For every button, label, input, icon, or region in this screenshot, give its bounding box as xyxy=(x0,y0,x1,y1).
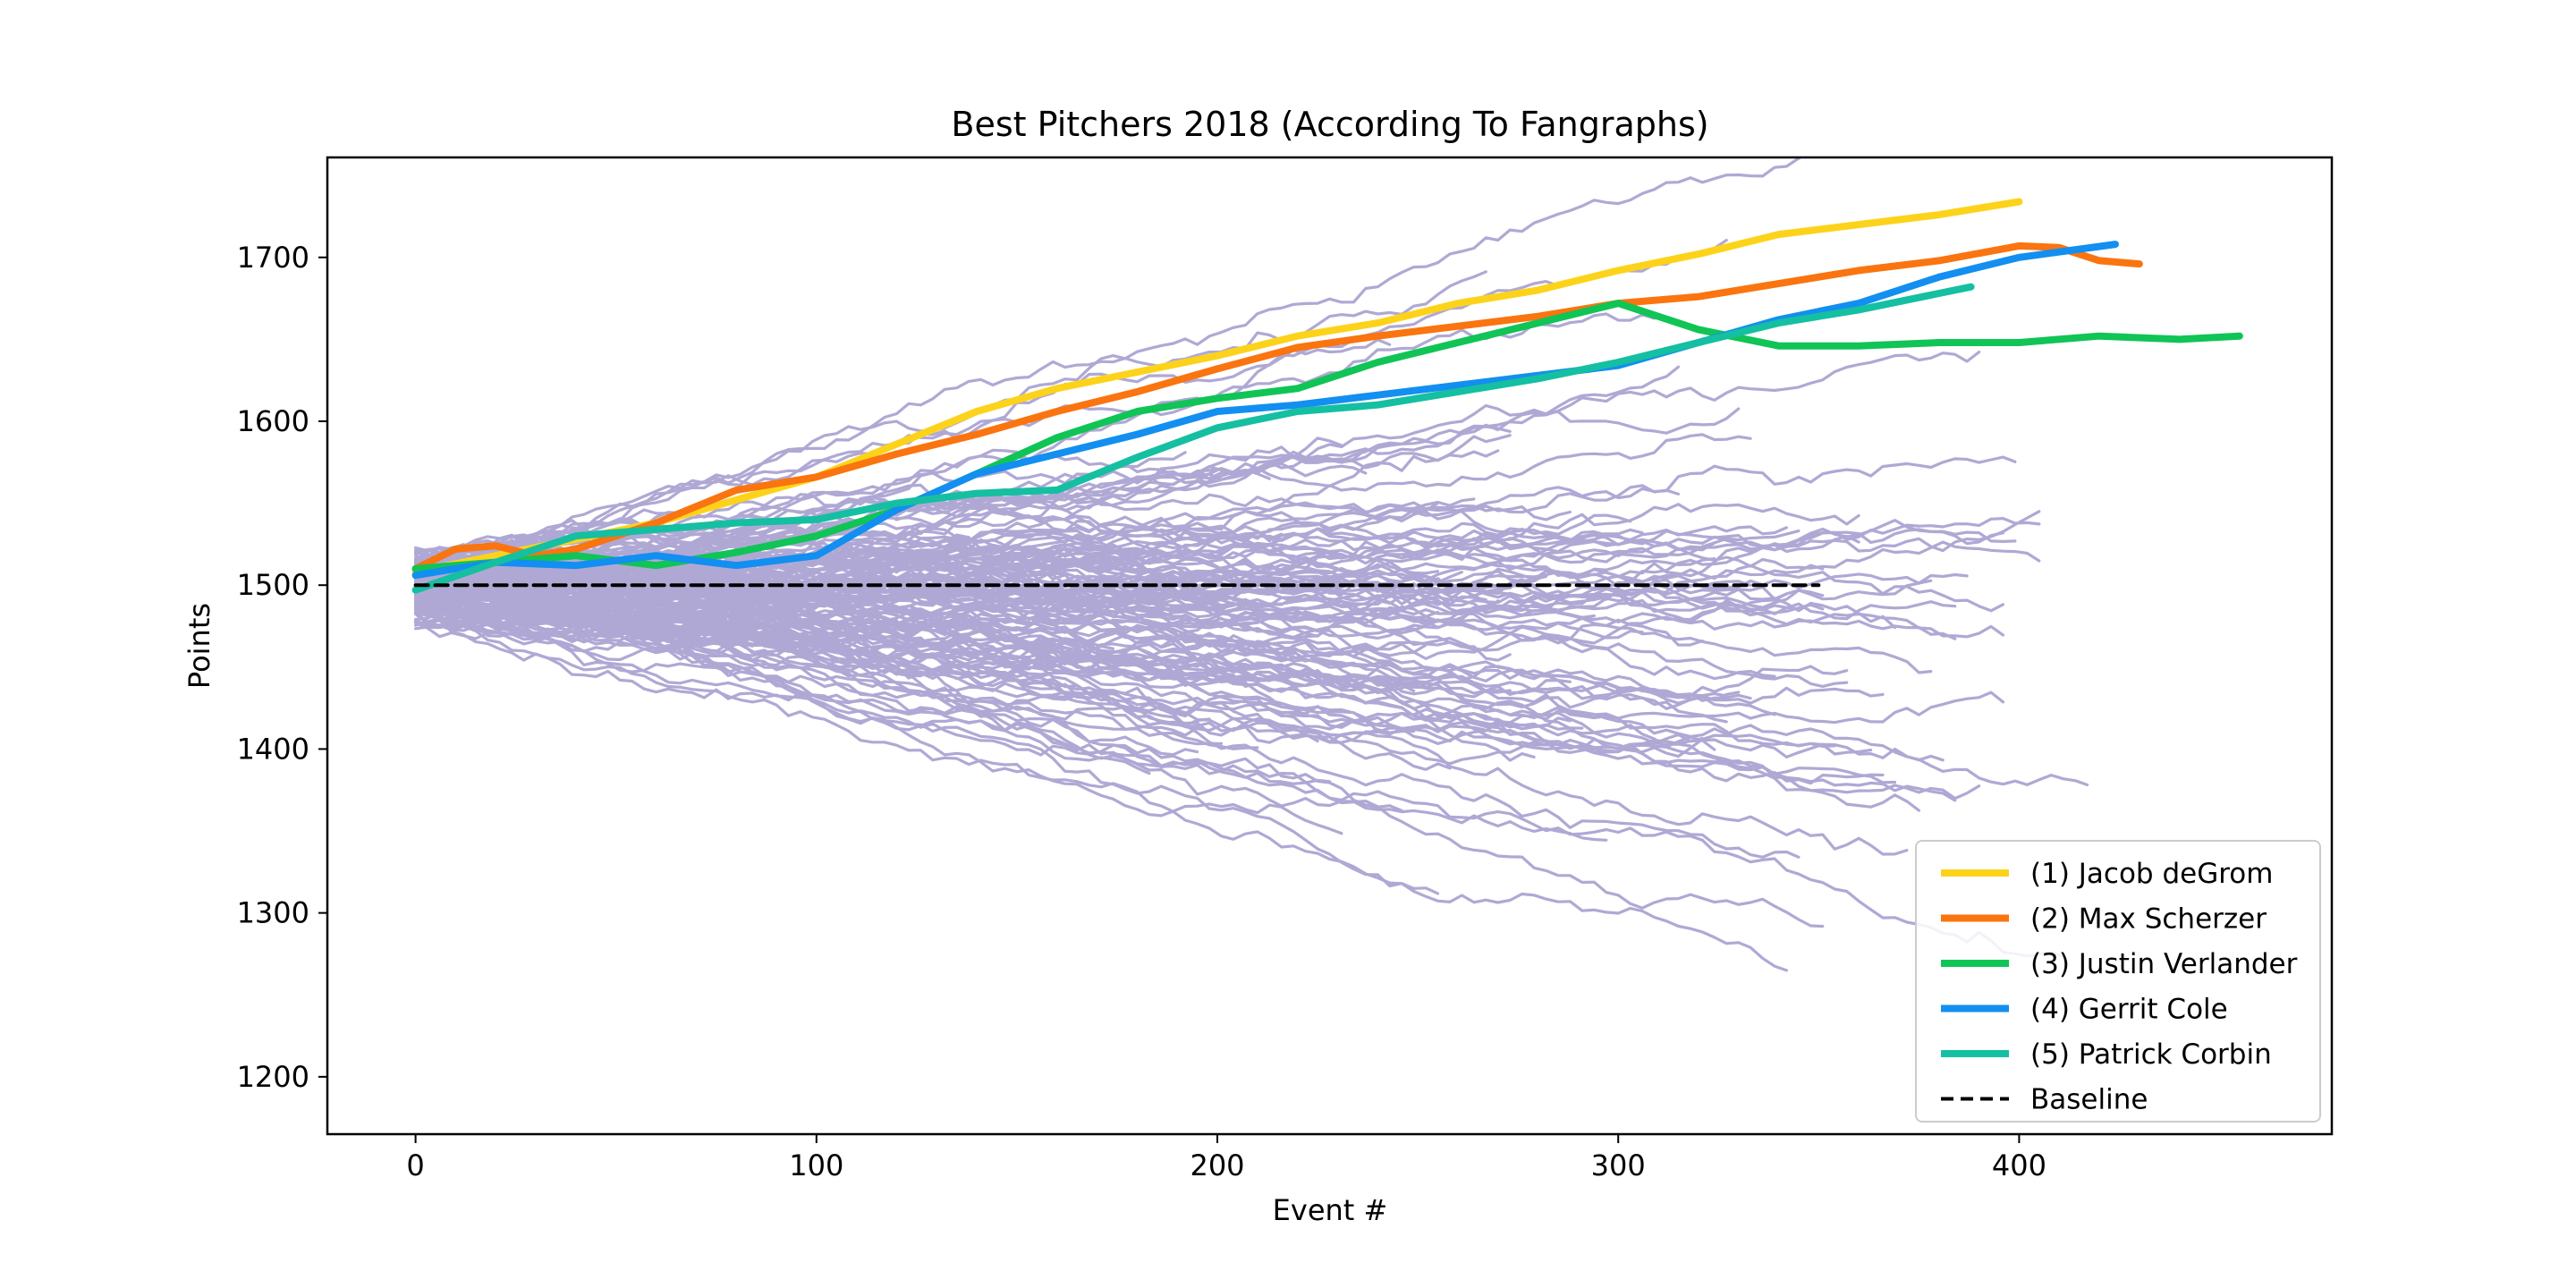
background-pitcher-line xyxy=(414,580,2065,958)
x-axis-label: Event # xyxy=(1273,1193,1388,1227)
y-tick-label: 1700 xyxy=(237,241,309,275)
background-pitcher-line xyxy=(414,587,1403,813)
legend-label: Baseline xyxy=(2030,1084,2148,1116)
background-pitcher-line xyxy=(414,617,1079,713)
background-pitcher-line xyxy=(414,528,1079,580)
background-pitcher-line xyxy=(414,592,1500,629)
background-pitcher-line xyxy=(414,607,1789,972)
y-axis: 1200 1300 1400 1500 1600 1700 xyxy=(237,241,327,1094)
background-pitcher-line xyxy=(414,590,1716,751)
y-tick-label: 1400 xyxy=(237,732,309,766)
background-pitcher-line xyxy=(414,552,1224,746)
series-line-4 xyxy=(411,241,2119,580)
background-pitcher-line xyxy=(414,568,1127,671)
series-line-2 xyxy=(411,242,2143,572)
legend-label: (1) Jacob deGrom xyxy=(2030,858,2273,890)
highlight-series-lines xyxy=(411,198,2243,594)
plot-frame xyxy=(326,156,2334,1136)
x-tick-label: 0 xyxy=(406,1148,424,1182)
x-axis: 0 100 200 300 400 xyxy=(406,1134,2046,1182)
y-axis-label: Points xyxy=(182,603,216,689)
background-pitcher-line xyxy=(414,603,1584,731)
legend-label: (3) Justin Verlander xyxy=(2030,948,2298,980)
x-tick-label: 400 xyxy=(1992,1148,2046,1182)
background-pitcher-line xyxy=(414,484,1681,591)
y-tick-label: 1500 xyxy=(237,568,309,602)
background-pitcher-line xyxy=(414,157,1803,572)
series-line-3 xyxy=(411,300,2243,572)
legend-label: (4) Gerrit Cole xyxy=(2030,994,2228,1026)
legend-label: (5) Patrick Corbin xyxy=(2030,1038,2272,1071)
x-tick-label: 100 xyxy=(789,1148,843,1182)
legend: (1) Jacob deGrom (2) Max Scherzer (3) Just… xyxy=(1915,840,2321,1123)
y-tick-label: 1600 xyxy=(237,404,309,438)
series-line-5 xyxy=(411,283,1975,594)
background-pitcher-line xyxy=(414,591,706,616)
legend-box xyxy=(1915,840,2321,1123)
background-pitcher-line xyxy=(414,600,1849,699)
legend-label: (2) Max Scherzer xyxy=(2030,903,2267,936)
y-tick-label: 1200 xyxy=(237,1060,309,1094)
background-pitcher-line xyxy=(414,589,1428,657)
background-pitcher-line xyxy=(414,541,1969,606)
background-pitcher-line xyxy=(414,580,1885,785)
background-pitcher-line xyxy=(414,606,1319,744)
y-tick-label: 1300 xyxy=(237,896,309,930)
x-tick-label: 200 xyxy=(1190,1148,1244,1182)
x-tick-label: 300 xyxy=(1591,1148,1646,1182)
background-pitcher-line xyxy=(414,550,1115,604)
chart-title: Best Pitchers 2018 (According To Fangrap… xyxy=(951,105,1708,144)
